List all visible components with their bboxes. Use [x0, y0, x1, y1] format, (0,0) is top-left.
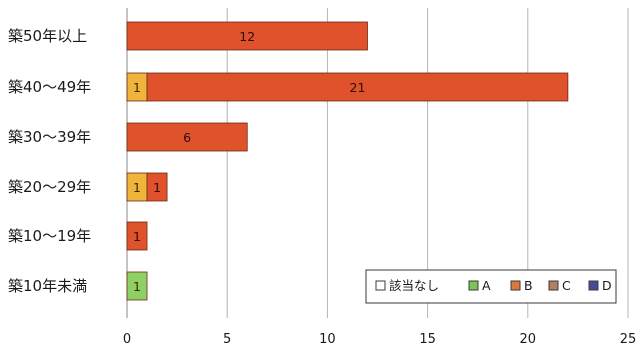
legend-label: D	[602, 278, 612, 293]
bar-segment-c	[146, 172, 168, 202]
data-label: 1	[133, 279, 141, 294]
legend-label: 該当なし	[389, 278, 439, 293]
bar-segment-a	[126, 271, 148, 301]
x-tick-label: 5	[223, 332, 231, 347]
legend-box	[365, 269, 617, 304]
category-label: 築10年未満	[8, 277, 87, 295]
legend-label: B	[524, 278, 533, 293]
x-tick-label: 25	[620, 332, 637, 347]
legend-label: A	[482, 278, 491, 293]
data-label: 12	[239, 29, 255, 44]
bar-segment-c	[146, 72, 569, 102]
bar-segment-c	[126, 21, 368, 51]
data-label: 1	[133, 229, 141, 244]
bar-segment-c	[126, 221, 148, 251]
data-label: 1	[133, 180, 141, 195]
category-label: 築20～29年	[8, 178, 91, 196]
legend-swatch-d	[588, 280, 599, 291]
legend-swatch-a	[468, 280, 479, 291]
legend-label: C	[562, 278, 571, 293]
x-tick-label: 10	[319, 332, 336, 347]
data-label: 1	[153, 180, 161, 195]
legend-swatch-該当なし	[375, 280, 386, 291]
category-label: 築50年以上	[8, 27, 87, 45]
data-label: 6	[183, 130, 191, 145]
category-label: 築30～39年	[8, 128, 91, 146]
x-tick-label: 0	[123, 332, 131, 347]
x-tick-label: 20	[520, 332, 537, 347]
category-label: 築40～49年	[8, 78, 91, 96]
legend-swatch-b	[510, 280, 521, 291]
legend-swatch-c	[548, 280, 559, 291]
x-tick-label: 15	[419, 332, 436, 347]
bar-segment-c	[126, 122, 248, 152]
data-label: 21	[350, 80, 366, 95]
legend: 該当なし A B C D	[365, 269, 617, 304]
category-label: 築10～19年	[8, 227, 91, 245]
data-label: 1	[133, 80, 141, 95]
